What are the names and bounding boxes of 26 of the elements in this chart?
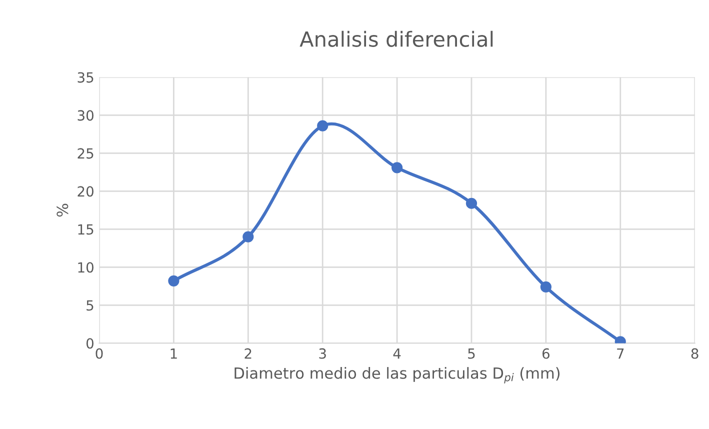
x-tick-label: 7	[617, 348, 624, 359]
x-tick-label: 3	[319, 348, 326, 359]
x-tick-label: 1	[170, 348, 177, 359]
y-tick-label: 35	[78, 72, 94, 83]
y-tick-label: 5	[86, 300, 94, 311]
x-axis-title: Diametro medio de las particulas D$_{pi}$ (mm)	[234, 367, 560, 384]
x-tick-label: 2	[244, 348, 252, 359]
point	[168, 275, 180, 286]
chart-title: Analisis diferencial	[300, 30, 493, 47]
point	[242, 231, 254, 242]
y-tick-label: 0	[86, 338, 94, 349]
point	[466, 198, 478, 209]
y-tick-label: 10	[78, 262, 94, 273]
point	[540, 281, 552, 293]
x-tick-label: 8	[691, 348, 698, 359]
y-tick-label: 15	[78, 224, 94, 235]
y-tick-label: 30	[78, 110, 94, 121]
point	[391, 162, 403, 174]
y-tick-label: 25	[78, 148, 94, 159]
x-tick-label: 4	[393, 348, 401, 359]
y-axis-title: %	[56, 204, 68, 217]
point	[317, 120, 328, 132]
y-tick-label: 20	[78, 186, 94, 197]
x-tick-label: 0	[96, 348, 103, 359]
x-tick-label: 6	[542, 348, 550, 359]
x-tick-label: 5	[468, 348, 475, 359]
